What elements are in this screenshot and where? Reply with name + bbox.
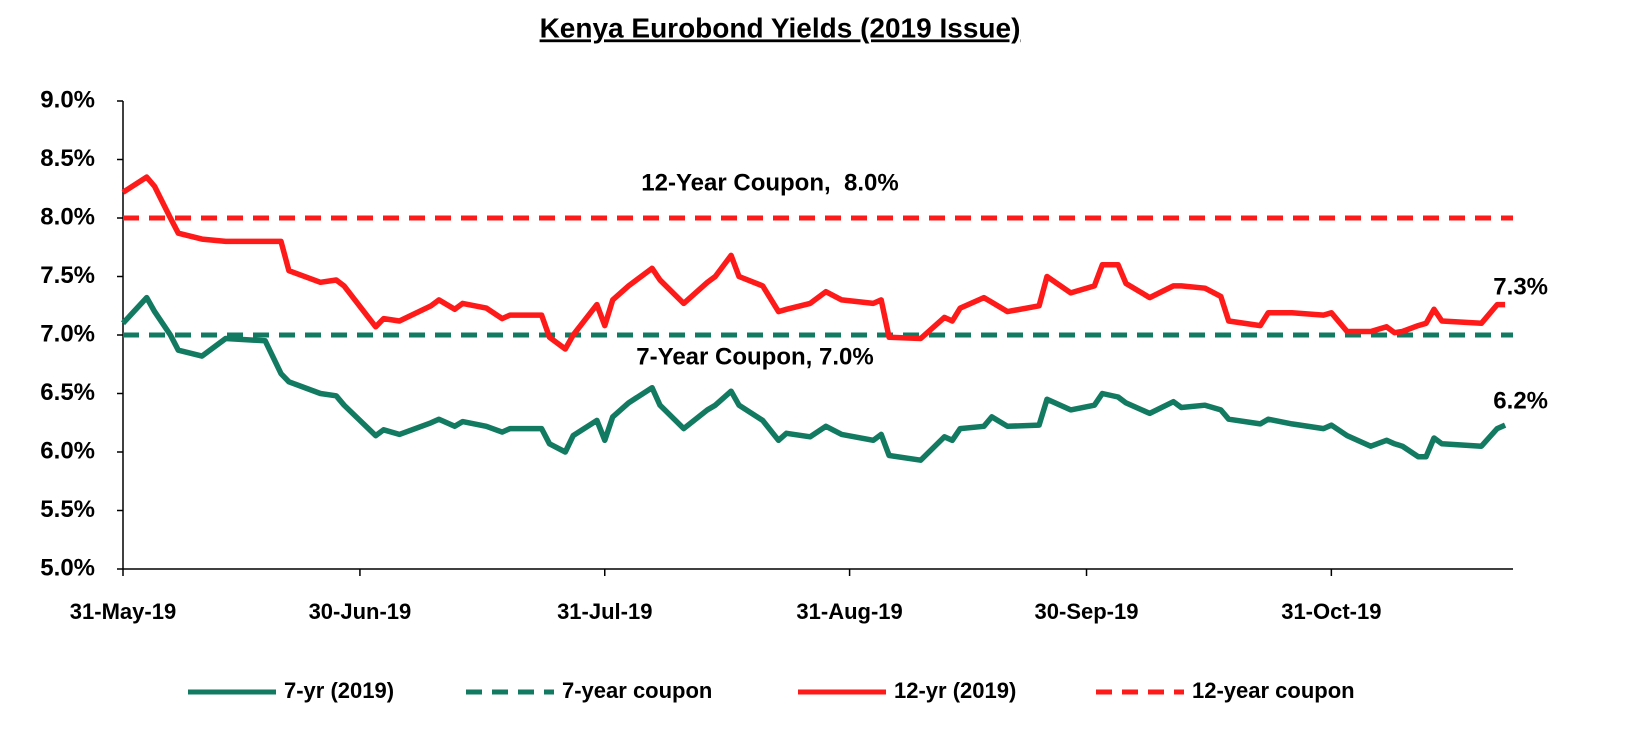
- legend-label: 7-year coupon: [562, 678, 712, 703]
- y-tick-label: 8.0%: [40, 203, 95, 230]
- x-tick-label: 31-Aug-19: [796, 599, 902, 624]
- annotation: 6.2%: [1493, 387, 1548, 414]
- legend-label: 12-yr (2019): [894, 678, 1016, 703]
- chart-title: Kenya Eurobond Yields (2019 Issue): [540, 12, 1021, 43]
- x-tick-label: 31-Jul-19: [557, 599, 652, 624]
- x-tick-label: 31-May-19: [70, 599, 176, 624]
- y-tick-label: 7.5%: [40, 262, 95, 289]
- legend-label: 12-year coupon: [1192, 678, 1355, 703]
- y-tick-label: 8.5%: [40, 145, 95, 172]
- y-tick-label: 5.5%: [40, 496, 95, 523]
- legend-label: 7-yr (2019): [284, 678, 394, 703]
- y-tick-label: 9.0%: [40, 86, 95, 113]
- x-tick-label: 30-Jun-19: [309, 599, 412, 624]
- y-tick-label: 5.0%: [40, 554, 95, 581]
- x-tick-label: 31-Oct-19: [1281, 599, 1381, 624]
- yield-line: [121, 174, 1506, 352]
- y-tick-label: 7.0%: [40, 320, 95, 347]
- yield-line: [120, 294, 1507, 463]
- annotation: 7-Year Coupon, 7.0%: [636, 343, 873, 370]
- x-tick-label: 30-Sep-19: [1035, 599, 1139, 624]
- annotation: 12-Year Coupon, 8.0%: [641, 169, 898, 196]
- y-tick-label: 6.5%: [40, 379, 95, 406]
- annotation: 7.3%: [1493, 273, 1548, 300]
- y-tick-label: 6.0%: [40, 437, 95, 464]
